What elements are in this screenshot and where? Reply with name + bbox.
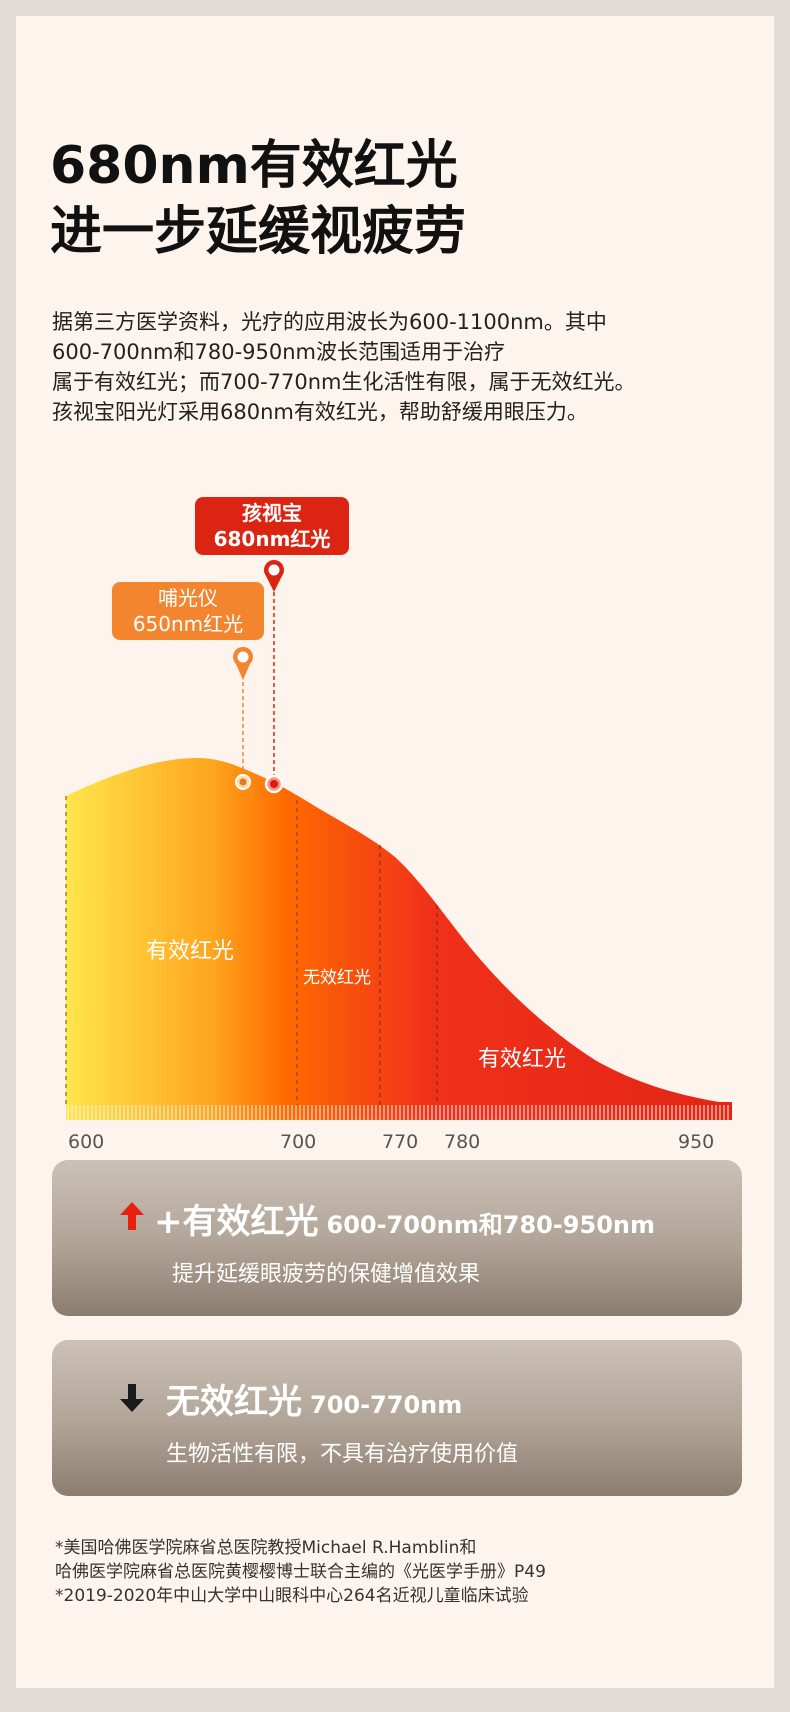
region-label-ineffective: 无效红光 (303, 968, 371, 988)
ineffective-description: 生物活性有限，不具有治疗使用价值 (166, 1442, 519, 1467)
tick-label-950: 950 (678, 1131, 714, 1153)
footnote-line-3: *2019-2020年中山大学中山眼科中心264名近视儿童临床试验 (55, 1586, 529, 1606)
footnote-line-2: 哈佛医学院麻省总医院黄樱樱博士联合主编的《光医学手册》P49 (55, 1562, 546, 1582)
product-wavelength: 680nm红光 (213, 527, 331, 551)
intro-line-1: 据第三方医学资料，光疗的应用波长为600-1100nm。其中 (52, 310, 607, 334)
intro-line-2: 600-700nm和780-950nm波长范围适用于治疗 (52, 340, 506, 364)
page-title-line2: 进一步延缓视疲劳 (50, 202, 467, 262)
footnote-line-1: *美国哈佛医学院麻省总医院教授Michael R.Hamblin和 (55, 1538, 477, 1558)
effective-description: 提升延缓眼疲劳的保健增值效果 (172, 1262, 481, 1287)
location-pin-icon (264, 560, 284, 592)
page-title-line1: 680nm有效红光 (50, 136, 458, 196)
effective-light-panel: +有效红光 600-700nm和780-950nm 提升延缓眼疲劳的保健增值效果 (52, 1160, 742, 1316)
location-pin-icon (233, 646, 253, 680)
intro-line-3: 属于有效红光；而700-770nm生化活性有限，属于无效红光。 (52, 370, 636, 394)
ineffective-range: 700-770nm (310, 1391, 463, 1419)
region-label-effective-right: 有效红光 (478, 1047, 566, 1072)
wavelength-ruler (66, 1102, 732, 1120)
product-marker-label: 孩视宝 680nm红光 (195, 497, 349, 555)
ineffective-title: 无效红光 (166, 1382, 302, 1422)
effective-title: +有效红光 (154, 1202, 319, 1242)
arrow-down-icon (120, 1384, 144, 1412)
region-label-effective-left: 有效红光 (146, 939, 234, 964)
effective-heading: +有效红光 600-700nm和780-950nm (154, 1194, 655, 1243)
intro-text: 据第三方医学资料，光疗的应用波长为600-1100nm。其中 600-700nm… (52, 307, 742, 427)
product-name: 孩视宝 (242, 501, 302, 525)
spectrum-area (66, 757, 732, 1120)
tick-label-600: 600 (68, 1131, 104, 1153)
tick-label-780: 780 (444, 1131, 480, 1153)
arrow-up-icon (120, 1202, 144, 1230)
footnotes: *美国哈佛医学院麻省总医院教授Michael R.Hamblin和 哈佛医学院麻… (55, 1536, 546, 1608)
competitor-marker-label: 哺光仪 650nm红光 (112, 582, 264, 640)
ineffective-heading: 无效红光 700-770nm (166, 1374, 462, 1423)
intro-line-4: 孩视宝阳光灯采用680nm有效红光，帮助舒缓用眼压力。 (52, 400, 588, 424)
effective-range: 600-700nm和780-950nm (326, 1211, 656, 1239)
tick-label-770: 770 (382, 1131, 418, 1153)
ineffective-light-panel: 无效红光 700-770nm 生物活性有限，不具有治疗使用价值 (52, 1340, 742, 1496)
competitor-name: 哺光仪 (158, 586, 218, 610)
competitor-wavelength: 650nm红光 (132, 612, 244, 636)
tick-label-700: 700 (280, 1131, 316, 1153)
